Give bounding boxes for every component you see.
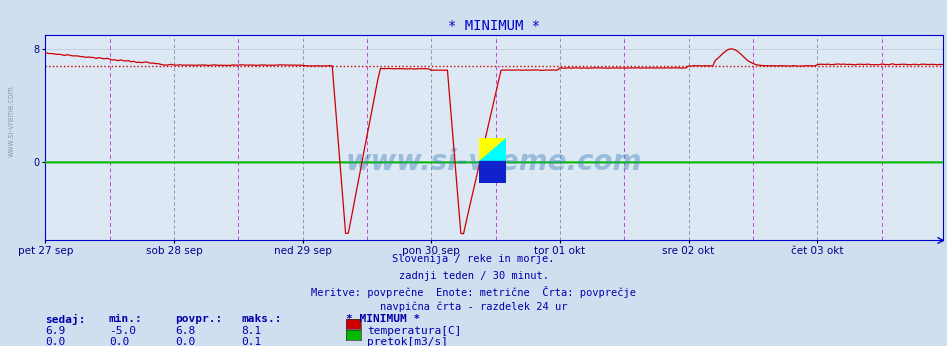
Text: 0.0: 0.0: [109, 337, 129, 346]
Text: 0.0: 0.0: [175, 337, 195, 346]
Text: povpr.:: povpr.:: [175, 314, 223, 324]
Polygon shape: [479, 138, 506, 161]
Title: * MINIMUM *: * MINIMUM *: [448, 19, 541, 34]
Text: www.si-vreme.com: www.si-vreme.com: [7, 85, 16, 157]
Text: min.:: min.:: [109, 314, 143, 324]
Polygon shape: [479, 161, 506, 183]
Text: temperatura[C]: temperatura[C]: [367, 326, 462, 336]
Text: 8.1: 8.1: [241, 326, 261, 336]
Text: Meritve: povprečne  Enote: metrične  Črta: povprečje: Meritve: povprečne Enote: metrične Črta:…: [311, 286, 636, 299]
Text: pretok[m3/s]: pretok[m3/s]: [367, 337, 449, 346]
Text: 6.9: 6.9: [45, 326, 65, 336]
Text: -5.0: -5.0: [109, 326, 136, 336]
Text: Slovenija / reke in morje.: Slovenija / reke in morje.: [392, 254, 555, 264]
Text: zadnji teden / 30 minut.: zadnji teden / 30 minut.: [399, 271, 548, 281]
Text: maks.:: maks.:: [241, 314, 282, 324]
Text: www.si-vreme.com: www.si-vreme.com: [346, 148, 643, 176]
Text: 6.8: 6.8: [175, 326, 195, 336]
Polygon shape: [479, 138, 506, 161]
Text: navpična črta - razdelek 24 ur: navpična črta - razdelek 24 ur: [380, 302, 567, 312]
Text: sedaj:: sedaj:: [45, 314, 86, 325]
Text: * MINIMUM *: * MINIMUM *: [346, 314, 420, 324]
Text: 0.1: 0.1: [241, 337, 261, 346]
Text: 0.0: 0.0: [45, 337, 65, 346]
